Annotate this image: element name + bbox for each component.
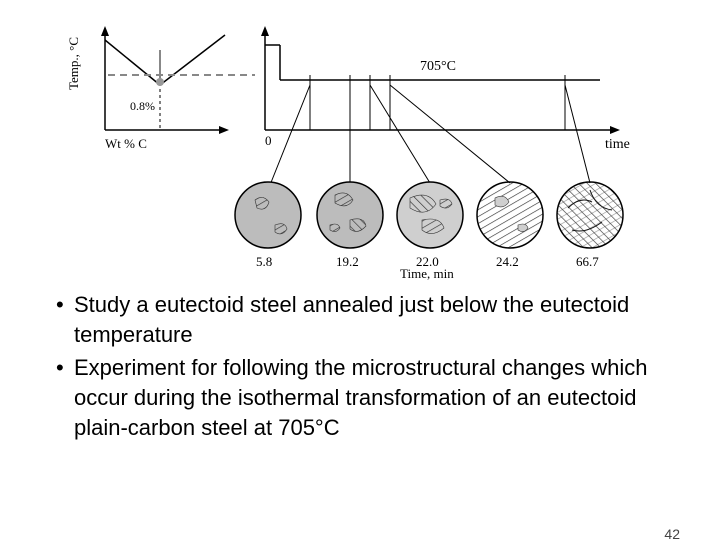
time-point-2: 19.2: [336, 254, 359, 269]
time-xlabel: Time, min: [400, 266, 454, 280]
figure-diagram: Temp., °C 0.8% Wt % C time 705°C 0: [50, 20, 670, 280]
composition-label: 0.8%: [130, 99, 155, 113]
microstructure-2: 19.2: [317, 182, 383, 269]
bullet-1: Study a eutectoid steel annealed just be…: [50, 290, 670, 349]
time-label-right: time: [605, 137, 630, 152]
phase-xlabel: Wt % C: [105, 136, 147, 151]
microstructure-5: 66.7: [557, 182, 623, 269]
time-point-4: 24.2: [496, 254, 519, 269]
phase-diagram: Temp., °C 0.8% Wt % C: [66, 26, 255, 151]
time-point-1: 5.8: [256, 254, 272, 269]
diagram-svg: Temp., °C 0.8% Wt % C time 705°C 0: [50, 20, 670, 280]
time-plot: time 705°C 0: [235, 26, 630, 280]
phase-ylabel: Temp., °C: [66, 37, 81, 90]
time-point-5: 66.7: [576, 254, 599, 269]
microstructure-3: 22.0: [397, 182, 463, 269]
temp-label: 705°C: [420, 59, 456, 74]
bullet-text-block: Study a eutectoid steel annealed just be…: [0, 280, 720, 442]
bullet-2: Experiment for following the microstruct…: [50, 353, 670, 442]
microstructure-1: 5.8: [235, 182, 301, 269]
svg-text:0: 0: [265, 133, 272, 148]
microstructure-4: 24.2: [477, 182, 543, 269]
